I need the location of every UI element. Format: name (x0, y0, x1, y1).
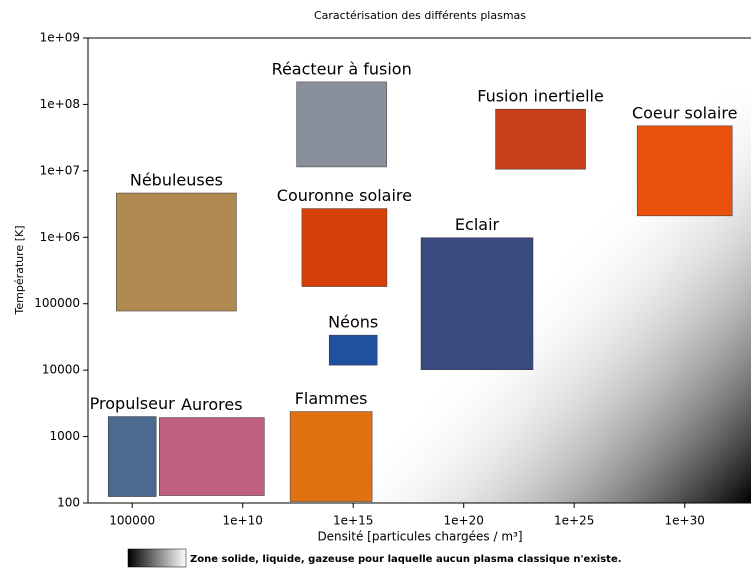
y-axis-label: Température [K] (13, 226, 26, 316)
plasma-label: Propulseur (90, 394, 175, 413)
y-tick-label: 1e+09 (40, 31, 80, 45)
chart: Caractérisation des différents plasmas D… (0, 0, 751, 569)
x-tick-label: 1e+30 (665, 514, 705, 528)
x-tick-label: 100000 (109, 514, 155, 528)
plasma-image (329, 335, 377, 365)
y-tick-label: 10000 (42, 363, 80, 377)
y-tick-label: 1e+07 (40, 163, 80, 177)
x-tick-label: 1e+10 (223, 514, 263, 528)
y-tick-label: 1e+08 (40, 97, 80, 111)
plasma-label: Nébuleuses (130, 171, 223, 190)
plasma-label: Réacteur à fusion (272, 59, 412, 78)
y-tick-label: 1e+06 (40, 230, 80, 244)
zone-legend-label: Zone solide, liquide, gazeuse pour laque… (190, 554, 622, 565)
plasma-label: Couronne solaire (277, 186, 412, 205)
plasma-image (116, 193, 236, 311)
plasma-image (421, 238, 533, 370)
y-tick-label: 1000 (49, 429, 80, 443)
plasma-label: Aurores (181, 395, 243, 414)
y-tick-label: 100000 (34, 296, 80, 310)
zone-legend-swatch (128, 549, 186, 567)
y-tick-label: 100 (57, 496, 80, 510)
plasma-image (290, 412, 372, 502)
plasma-image (159, 418, 264, 496)
plasma-image (108, 417, 156, 497)
chart-title: Caractérisation des différents plasmas (314, 9, 526, 22)
x-tick-label: 1e+20 (444, 514, 484, 528)
plasma-image (496, 109, 586, 169)
plasma-label: Néons (328, 313, 378, 332)
plasma-image (637, 126, 732, 216)
x-tick-label: 1e+25 (554, 514, 594, 528)
plasma-label: Eclair (455, 215, 500, 234)
plasma-image (302, 209, 387, 287)
plasma-label: Flammes (295, 389, 368, 408)
x-axis-label: Densité [particules chargées / m³] (317, 530, 522, 544)
plasma-image (297, 82, 387, 167)
plasma-label: Coeur solaire (632, 103, 738, 122)
plasma-label: Fusion inertielle (477, 87, 604, 106)
x-tick-label: 1e+15 (333, 514, 373, 528)
